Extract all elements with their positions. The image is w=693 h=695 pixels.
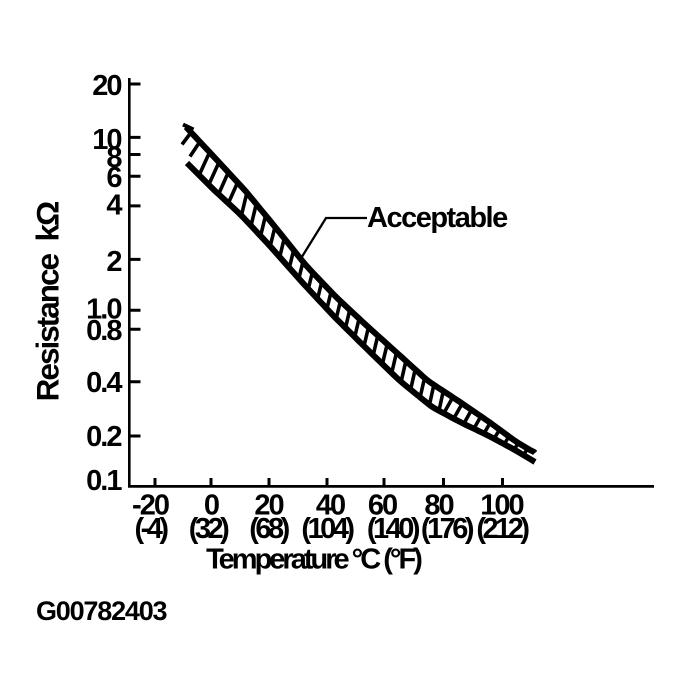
svg-text:8: 8 xyxy=(106,142,122,174)
svg-text:(-4): (-4) xyxy=(134,513,168,545)
svg-text:0.2: 0.2 xyxy=(86,421,121,453)
svg-text:2: 2 xyxy=(106,246,121,278)
svg-text:0.8: 0.8 xyxy=(86,315,122,347)
svg-text:4: 4 xyxy=(106,190,122,222)
svg-text:(176): (176) xyxy=(421,513,474,545)
svg-text:40: 40 xyxy=(316,490,345,522)
svg-text:60: 60 xyxy=(368,490,397,522)
svg-text:0.4: 0.4 xyxy=(86,367,122,399)
svg-text:80: 80 xyxy=(424,490,453,522)
svg-text:(104): (104) xyxy=(301,513,354,545)
svg-text:0: 0 xyxy=(204,490,219,522)
svg-text:100: 100 xyxy=(480,490,523,522)
svg-text:6: 6 xyxy=(106,162,122,194)
svg-text:(32): (32) xyxy=(189,513,229,545)
svg-text:20: 20 xyxy=(254,490,283,522)
svg-text:-20: -20 xyxy=(132,490,169,522)
svg-text:20: 20 xyxy=(92,70,121,102)
svg-text:G00782403: G00782403 xyxy=(36,596,168,626)
svg-text:1.0: 1.0 xyxy=(86,294,121,326)
svg-text:Acceptable: Acceptable xyxy=(367,202,508,234)
svg-text:(140): (140) xyxy=(367,513,420,545)
svg-text:Resistance kΩ: Resistance kΩ xyxy=(30,202,66,401)
svg-text:(212): (212) xyxy=(476,513,529,545)
svg-text:Temperature °C (°F): Temperature °C (°F) xyxy=(206,544,422,576)
svg-text:10: 10 xyxy=(92,124,121,156)
svg-text:(68): (68) xyxy=(249,513,289,545)
svg-text:0.1: 0.1 xyxy=(86,465,122,497)
